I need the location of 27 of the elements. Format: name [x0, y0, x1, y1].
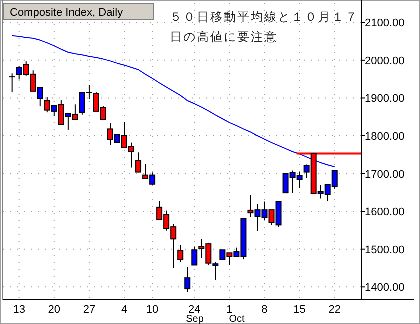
chart-title: Composite Index, Daily [10, 7, 124, 19]
y-tick-label: 2000.00 [365, 55, 405, 68]
y-tick-label: 1800.00 [365, 131, 405, 144]
x-tick-label: 27 [83, 304, 96, 316]
x-tick-label: 20 [48, 304, 61, 316]
candlestick [178, 244, 184, 263]
x-tick-label: 15 [294, 304, 306, 316]
x-tick-label: 4 [121, 304, 128, 316]
y-tick-label: 1600.00 [365, 206, 405, 219]
x-tick-label: 1 [226, 304, 233, 316]
candlestick [192, 246, 198, 266]
y-tick-label: 1900.00 [365, 93, 405, 106]
candlestick [136, 152, 142, 174]
annotation: ５０日移動平均線と１０月１７日の高値に要注意 [170, 10, 359, 44]
y-tick-label: 2100.00 [365, 18, 405, 30]
x-tick-label: 8 [262, 304, 268, 316]
y-tick-label: 1700.00 [365, 168, 405, 181]
y-tick-label: 1400.00 [365, 282, 405, 294]
y-tick-label: 1500.00 [365, 244, 405, 256]
text: Sep [186, 314, 204, 324]
x-tick-label: 22 [328, 304, 341, 316]
candlestick [184, 266, 191, 293]
x-tick-label: 13 [13, 304, 26, 316]
text: Oct [229, 314, 245, 324]
x-tick-label: 10 [146, 304, 159, 316]
candlestick [8, 73, 16, 94]
x-tick-label: 24 [188, 304, 201, 316]
